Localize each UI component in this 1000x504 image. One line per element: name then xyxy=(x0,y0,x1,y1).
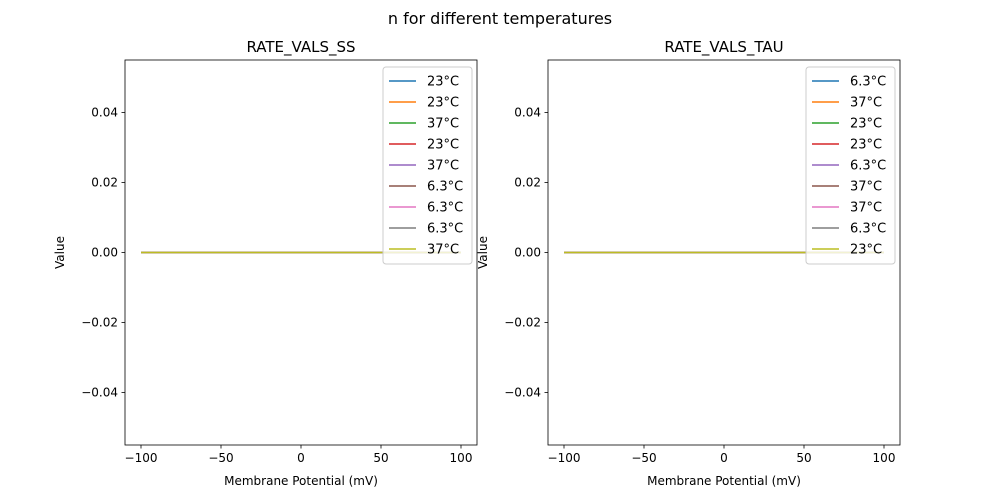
legend: 6.3°C 37°C 23°C 23°C 6.3°C 37°C 37°C 6.3°C 23°C xyxy=(805,66,896,265)
legend-item: 23°C xyxy=(812,138,882,153)
y-tick-label: −0.04 xyxy=(504,386,541,400)
subplot-title: RATE_VALS_SS xyxy=(246,38,355,57)
legend-item: 37°C xyxy=(812,96,882,111)
legend-label: 37°C xyxy=(850,96,882,111)
legend-label: 23°C xyxy=(850,243,882,258)
legend-label: 37°C xyxy=(427,243,459,258)
legend-label: 37°C xyxy=(427,117,459,132)
x-tick-label: 0 xyxy=(720,451,728,465)
x-tick-label: 100 xyxy=(450,451,473,465)
legend-label: 6.3°C xyxy=(427,201,463,216)
x-tick-label: −100 xyxy=(125,451,158,465)
legend-item: 37°C xyxy=(812,180,882,195)
subplot-title: RATE_VALS_TAU xyxy=(664,38,783,57)
legend: 23°C 23°C 37°C 23°C 37°C 6.3°C 6.3°C 6.3°C 37°C xyxy=(382,66,473,265)
legend-box xyxy=(382,66,473,265)
legend-item: 37°C xyxy=(389,117,459,132)
legend-item: 37°C xyxy=(812,201,882,216)
x-tick-label: 50 xyxy=(373,451,388,465)
legend-label: 23°C xyxy=(850,117,882,132)
x-tick-label: 100 xyxy=(873,451,896,465)
y-tick-label: 0.02 xyxy=(91,176,118,190)
legend-item: 37°C xyxy=(389,243,459,258)
y-tick-label: −0.02 xyxy=(504,316,541,330)
legend-item: 23°C xyxy=(389,96,459,111)
x-tick-label: −100 xyxy=(548,451,581,465)
legend-label: 23°C xyxy=(427,75,459,90)
legend-label: 37°C xyxy=(427,159,459,174)
legend-box xyxy=(805,66,896,265)
legend-label: 23°C xyxy=(850,138,882,153)
legend-item: 6.3°C xyxy=(812,222,886,237)
y-tick-label: −0.04 xyxy=(81,386,118,400)
y-axis-label: Value xyxy=(53,236,67,269)
legend-label: 23°C xyxy=(427,96,459,111)
legend-item: 6.3°C xyxy=(389,180,463,195)
legend-label: 6.3°C xyxy=(427,222,463,237)
legend-item: 23°C xyxy=(389,75,459,90)
x-tick-label: −50 xyxy=(631,451,656,465)
x-axis-label: Membrane Potential (mV) xyxy=(224,474,378,488)
x-tick-label: −50 xyxy=(208,451,233,465)
legend-item: 23°C xyxy=(389,138,459,153)
legend-label: 6.3°C xyxy=(850,222,886,237)
legend-item: 6.3°C xyxy=(812,75,886,90)
x-axis-label: Membrane Potential (mV) xyxy=(647,474,801,488)
legend-label: 37°C xyxy=(850,201,882,216)
y-axis-label: Value xyxy=(476,236,490,269)
legend-label: 6.3°C xyxy=(850,159,886,174)
y-tick-label: 0.00 xyxy=(514,246,541,260)
x-tick-label: 50 xyxy=(796,451,811,465)
y-tick-label: 0.04 xyxy=(91,106,118,120)
legend-item: 37°C xyxy=(389,159,459,174)
legend-label: 6.3°C xyxy=(850,75,886,90)
y-tick-label: 0.02 xyxy=(514,176,541,190)
legend-label: 23°C xyxy=(427,138,459,153)
figure-suptitle: n for different temperatures xyxy=(388,9,612,28)
axes-frame xyxy=(547,59,901,446)
x-tick-label: 0 xyxy=(297,451,305,465)
legend-label: 37°C xyxy=(850,180,882,195)
legend-label: 6.3°C xyxy=(427,180,463,195)
legend-item: 6.3°C xyxy=(812,159,886,174)
y-tick-label: 0.00 xyxy=(91,246,118,260)
legend-item: 6.3°C xyxy=(389,201,463,216)
axes-frame xyxy=(124,59,478,446)
legend-item: 6.3°C xyxy=(389,222,463,237)
legend-item: 23°C xyxy=(812,117,882,132)
y-tick-label: −0.02 xyxy=(81,316,118,330)
subplot-1: RATE_VALS_SS −100 −50 0 50 100 −0.04 −0.02 0.00 0… xyxy=(53,38,478,488)
subplot-2: RATE_VALS_TAU −100 −50 0 50 100 −0.04 −0.02 0.00… xyxy=(476,38,901,488)
legend-item: 23°C xyxy=(812,243,882,258)
y-tick-label: 0.04 xyxy=(514,106,541,120)
